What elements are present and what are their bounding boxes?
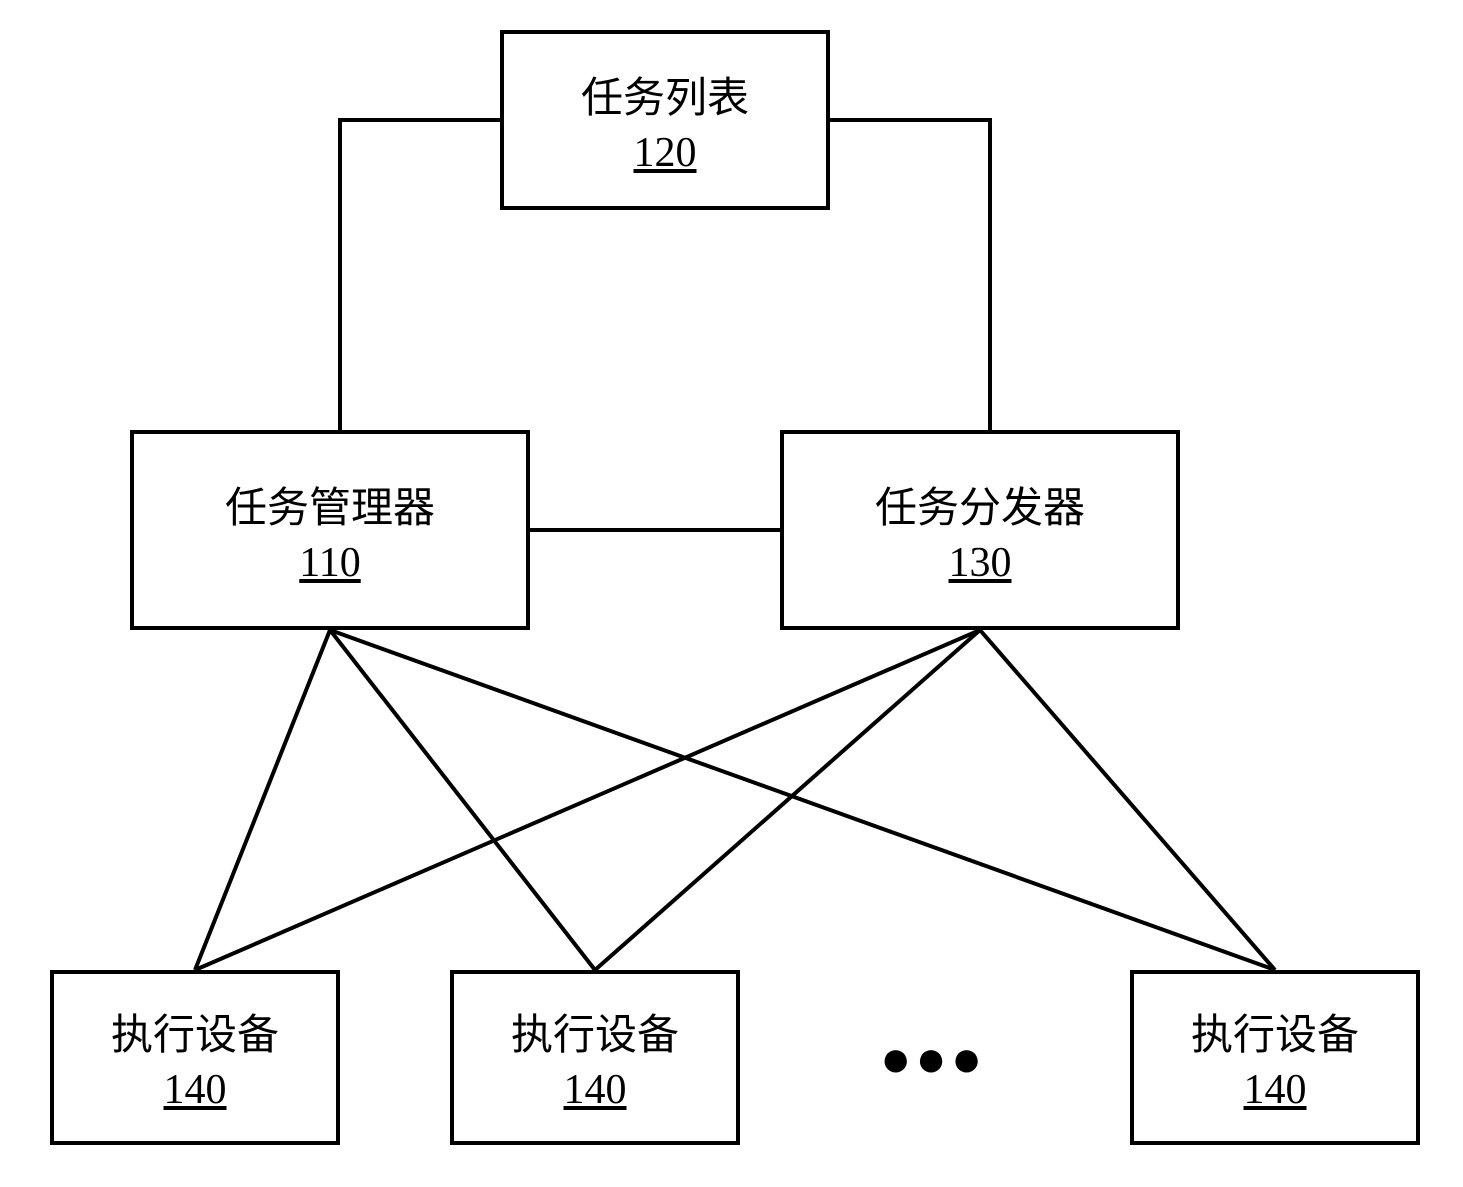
node-exec-device-2-label: 执行设备 (511, 1001, 679, 1062)
node-exec-device-3-number: 140 (1244, 1066, 1307, 1114)
node-task-manager: 任务管理器 110 (130, 430, 530, 630)
node-task-dispatcher-number: 130 (949, 539, 1012, 587)
node-exec-device-1-label: 执行设备 (111, 1001, 279, 1062)
node-task-manager-label: 任务管理器 (225, 474, 435, 535)
node-exec-device-1: 执行设备 140 (50, 970, 340, 1145)
node-task-list: 任务列表 120 (500, 30, 830, 210)
diagram-container: 任务列表 120 任务管理器 110 任务分发器 130 执行设备 140 执行… (0, 0, 1463, 1187)
node-exec-device-3-label: 执行设备 (1191, 1001, 1359, 1062)
node-task-dispatcher: 任务分发器 130 (780, 430, 1180, 630)
node-task-list-label: 任务列表 (581, 64, 749, 125)
node-task-list-number: 120 (634, 129, 697, 177)
node-task-dispatcher-label: 任务分发器 (875, 474, 1085, 535)
node-exec-device-2-number: 140 (564, 1066, 627, 1114)
ellipsis-icon: ●●● (880, 1030, 986, 1089)
node-exec-device-1-number: 140 (164, 1066, 227, 1114)
node-exec-device-3: 执行设备 140 (1130, 970, 1420, 1145)
node-task-manager-number: 110 (299, 539, 360, 587)
node-exec-device-2: 执行设备 140 (450, 970, 740, 1145)
